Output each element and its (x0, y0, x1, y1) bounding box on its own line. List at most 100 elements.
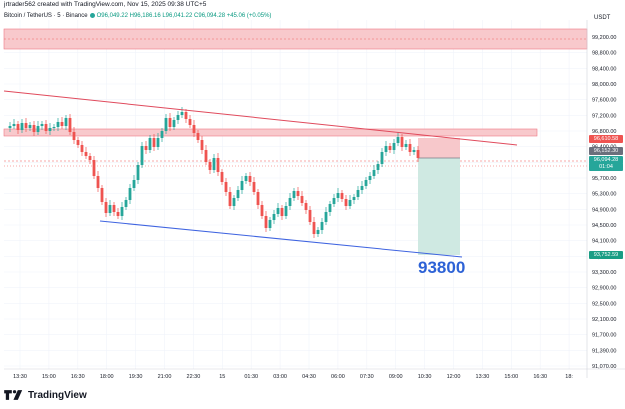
time-tick-label: 15 (219, 374, 225, 380)
time-tick-label: 19:30 (129, 374, 143, 380)
time-axis[interactable]: 13:30 15:00 16:30 18:00 19:30 21:00 22:30 15 01:… (13, 374, 573, 380)
price-tick-label: 96,800.00 (592, 129, 616, 135)
candle-body (332, 198, 336, 204)
symbol-name[interactable]: Bitcoin / TetherUS · 5 · Binance (4, 13, 88, 20)
price-tick-label: 94,100.00 (592, 239, 616, 245)
candle-body (132, 180, 136, 188)
candle-body (168, 118, 172, 127)
short-position-stop-area[interactable] (418, 138, 460, 158)
time-tick-label: 03:00 (273, 374, 287, 380)
time-tick-label: 04:30 (302, 374, 316, 380)
symbol-ohlc-line: Bitcoin / TetherUS · 5 · Binance O96,049.… (4, 13, 271, 19)
short-position-target-area[interactable] (418, 158, 460, 255)
candle-body (156, 138, 160, 147)
price-tick-label: 99,200.00 (592, 35, 616, 41)
brand-name[interactable]: TradingView (28, 389, 87, 401)
candle-body (288, 198, 292, 206)
candle-body (312, 222, 316, 234)
candle-body (164, 118, 168, 131)
candle-body (16, 124, 20, 130)
candle-body (28, 125, 32, 128)
price-tick-label: 98,400.00 (592, 66, 616, 72)
target-price-label: 93,752.59 (589, 251, 623, 259)
candle-body (180, 112, 184, 115)
candle-body (144, 146, 148, 150)
candle-body (276, 208, 280, 214)
candle-body (8, 126, 12, 128)
candle-body (344, 199, 348, 206)
footer: TradingView (4, 389, 87, 401)
time-tick-label: 21:00 (158, 374, 172, 380)
last-price-label: 96,094.28 (589, 156, 623, 164)
candle-body (40, 124, 44, 126)
candle-body (72, 132, 76, 140)
tradingview-logo-icon (4, 390, 23, 400)
candle-body (372, 170, 376, 176)
candle-body (384, 146, 388, 152)
candle-body (24, 123, 28, 128)
candle-body (108, 205, 112, 213)
resistance-zone-top[interactable] (3, 28, 588, 50)
grid (4, 20, 587, 369)
candle-body (260, 205, 264, 216)
candle-body (184, 112, 188, 119)
candle-body (104, 202, 108, 213)
price-tick-label: 98,000.00 (592, 82, 616, 88)
time-tick-label: 13:30 (13, 374, 27, 380)
candle-body (220, 172, 224, 182)
time-tick-label: 09:00 (389, 374, 403, 380)
price-tick-label: 95,300.00 (592, 192, 616, 198)
candle-body (148, 138, 152, 150)
candle-body (136, 165, 140, 180)
candle-body (256, 192, 260, 205)
candle-body (216, 158, 220, 172)
candle-body (232, 198, 236, 206)
candle-body (348, 200, 352, 206)
currency-label[interactable]: USDT (594, 15, 611, 21)
price-tick-label: 94,500.00 (592, 223, 616, 229)
candle-body (336, 193, 340, 198)
candle-body (128, 188, 132, 200)
entry-price-label: 96,152.30 (589, 147, 623, 155)
upper-trendline[interactable] (3, 90, 518, 146)
candle-body (416, 150, 420, 158)
target-annotation: 93800 (418, 258, 465, 277)
candle-body (316, 230, 320, 234)
price-tick-label: 92,500.00 (592, 301, 616, 307)
candle-body (340, 193, 344, 199)
price-axis[interactable]: 99,200.00 98,800.00 98,400.00 98,000.00 97,6… (592, 35, 616, 370)
price-tick-label: 91,700.00 (592, 333, 616, 339)
lower-trendline[interactable] (99, 220, 463, 258)
candle-body (268, 220, 272, 228)
candle-body (284, 206, 288, 216)
ohlc-values: O96,049.22 H96,186.16 L96,041.22 C96,094… (96, 13, 272, 20)
candle-body (32, 125, 36, 132)
candle-body (364, 180, 368, 186)
candle-body (92, 160, 96, 176)
price-tick-label: 94,900.00 (592, 207, 616, 213)
candle-body (228, 192, 232, 206)
candle-body (328, 204, 332, 212)
candle-body (152, 138, 156, 147)
candle-body (236, 190, 240, 198)
time-tick-label: 15:00 (42, 374, 56, 380)
candle-body (248, 176, 252, 182)
price-tick-label: 95,700.00 (592, 176, 616, 182)
candle-body (320, 222, 324, 230)
candle-body (20, 123, 24, 130)
time-tick-label: 10:30 (418, 374, 432, 380)
candle-body (412, 150, 416, 152)
resistance-zone-mid[interactable] (3, 128, 538, 137)
candle-body (272, 214, 276, 220)
candle-body (64, 118, 68, 126)
candle-body (324, 212, 328, 222)
candle-body (356, 190, 360, 197)
candle-body (56, 122, 60, 127)
candle-body (380, 152, 384, 164)
price-tick-label: 92,900.00 (592, 286, 616, 292)
candle-body (84, 152, 88, 156)
candles (8, 107, 420, 238)
time-tick-label: 18: (565, 374, 573, 380)
candle-body (300, 196, 304, 203)
